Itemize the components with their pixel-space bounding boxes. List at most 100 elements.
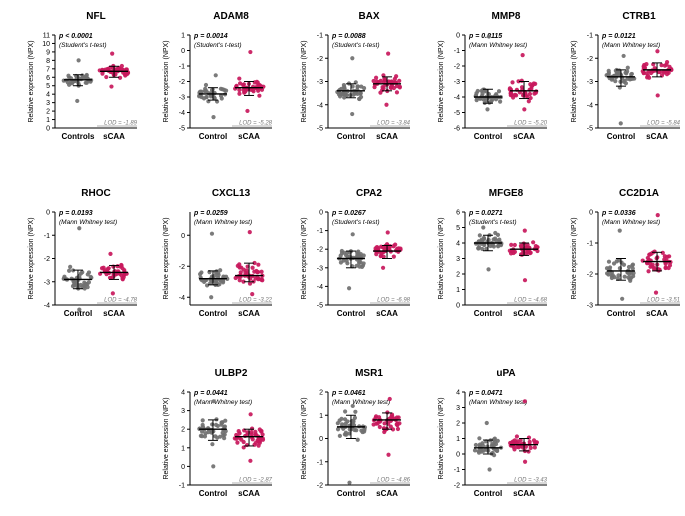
y-axis-label: Relative expression (NPX) (28, 40, 35, 122)
data-point-scaa (535, 245, 540, 250)
y-tick-label: 2 (456, 421, 460, 428)
y-tick-label: 0 (319, 210, 323, 217)
y-tick-label: -5 (317, 303, 323, 310)
y-tick-label: 10 (42, 41, 50, 48)
data-point-scaa (526, 435, 532, 440)
lod-label: LOD = -4.68 (514, 298, 548, 304)
data-point-control (198, 272, 203, 277)
data-point-control (357, 264, 362, 269)
panel-mfge8: MFGE8 0 1 2 3 4 5 6 Relative expression (NPX) p =… (438, 188, 548, 318)
data-point-control (472, 448, 478, 453)
data-point-control (209, 231, 215, 236)
data-point-control (212, 273, 218, 278)
panel-title: CTRB1 (622, 11, 656, 22)
data-point-scaa (526, 99, 531, 104)
data-point-scaa (244, 442, 250, 448)
data-point-control (214, 417, 219, 422)
data-point-scaa (528, 445, 533, 451)
data-point-scaa (237, 87, 242, 93)
data-point-scaa (519, 252, 525, 257)
data-point-scaa (256, 443, 261, 448)
data-point-control (86, 280, 92, 285)
y-tick-label: -1 (454, 48, 460, 55)
data-point-scaa (385, 230, 390, 235)
lod-label: LOD = -5.28 (239, 121, 273, 127)
y-tick-label: -1 (44, 233, 50, 240)
data-point-scaa (512, 242, 517, 248)
y-tick-label: 0 (456, 303, 460, 310)
data-point-scaa (252, 260, 257, 266)
data-point-scaa (653, 290, 659, 295)
category-label: Control (607, 309, 635, 318)
data-point-scaa (241, 82, 246, 88)
data-point-scaa (527, 91, 533, 97)
data-point-control (476, 245, 482, 250)
data-point-scaa (114, 67, 119, 72)
y-tick-label: -6 (454, 126, 460, 133)
data-point-scaa (248, 458, 253, 463)
data-point-control (208, 281, 213, 286)
y-tick-label: -2 (44, 256, 50, 263)
data-point-control (498, 99, 503, 104)
data-point-scaa (665, 254, 670, 259)
data-point-control (65, 80, 70, 85)
data-point-control (75, 98, 80, 104)
data-point-control (70, 284, 76, 289)
test-name: (Mann Whitney test) (332, 399, 390, 406)
category-label: Control (199, 309, 227, 318)
y-tick-label: 4 (456, 390, 460, 397)
data-point-scaa (664, 60, 670, 65)
y-tick-label: 1 (319, 413, 323, 420)
lod-label: LOD = -1.89 (104, 121, 138, 127)
data-point-scaa (374, 252, 379, 257)
data-point-control (490, 97, 495, 103)
data-point-scaa (652, 249, 657, 254)
data-point-control (357, 260, 362, 266)
data-point-scaa (387, 396, 392, 402)
data-point-scaa (245, 430, 250, 435)
y-tick-label: 1 (181, 33, 185, 40)
y-tick-label: 3 (181, 408, 185, 415)
lod-label: LOD = -4.78 (104, 298, 138, 304)
data-point-control (477, 436, 482, 441)
y-tick-label: 6 (46, 75, 50, 82)
data-point-control (362, 429, 367, 434)
data-point-scaa (531, 81, 536, 86)
data-point-control (631, 271, 636, 276)
data-point-scaa (238, 270, 243, 275)
y-tick-label: -4 (317, 102, 323, 109)
data-point-control (218, 93, 224, 98)
y-tick-label: -3 (587, 303, 593, 310)
data-point-scaa (664, 72, 670, 77)
data-point-control (66, 73, 71, 78)
data-point-scaa (237, 262, 242, 267)
data-point-scaa (255, 438, 260, 443)
data-point-scaa (117, 75, 123, 80)
category-label: Control (337, 489, 365, 498)
data-point-scaa (659, 63, 664, 68)
data-point-control (606, 72, 611, 77)
y-tick-label: -1 (179, 64, 185, 71)
data-point-scaa (514, 434, 520, 439)
data-point-scaa (119, 63, 124, 69)
y-axis-label: Relative expression (NPX) (438, 397, 445, 479)
data-point-scaa (384, 102, 389, 107)
y-tick-label: -4 (179, 295, 185, 302)
data-point-control (494, 447, 500, 452)
data-point-control (88, 274, 93, 279)
p-value: p < 0.0001 (58, 33, 93, 40)
data-point-control (620, 296, 625, 301)
data-point-control (619, 260, 624, 265)
data-point-control (67, 268, 72, 273)
data-point-control (68, 80, 73, 85)
y-tick-label: 11 (43, 33, 50, 40)
y-tick-label: 1 (456, 287, 460, 294)
category-label: sCAA (238, 309, 260, 318)
data-point-control (616, 71, 621, 76)
category-label: sCAA (103, 132, 125, 141)
category-label: Control (474, 132, 502, 141)
data-point-control (218, 434, 223, 439)
panel-title: RHOC (81, 188, 110, 199)
